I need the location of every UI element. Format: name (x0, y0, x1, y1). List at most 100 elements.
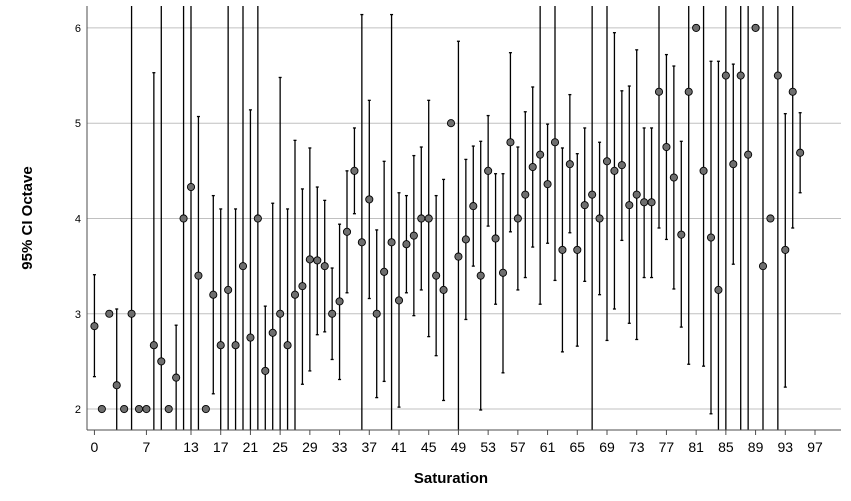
data-point (528, 162, 537, 172)
data-point (476, 271, 485, 280)
data-point (424, 214, 433, 223)
x-tick-label: 85 (718, 439, 734, 455)
x-tick-label: 25 (272, 439, 288, 455)
y-tick-label: 2 (75, 404, 81, 416)
x-tick-label: 21 (243, 439, 259, 455)
data-point (721, 71, 730, 80)
data-point (766, 214, 775, 223)
y-axis-title: 95% CI Octave (19, 166, 36, 269)
data-point (610, 166, 619, 175)
data-point (669, 173, 678, 182)
data-point (580, 201, 589, 210)
data-point (142, 404, 151, 414)
data-point (454, 252, 463, 261)
data-point (350, 166, 359, 175)
x-tick-label: 33 (332, 439, 348, 455)
data-point (788, 87, 797, 96)
data-point (484, 166, 493, 175)
data-point (268, 328, 277, 337)
data-point (491, 234, 500, 243)
data-point (394, 296, 404, 305)
data-point (706, 233, 716, 242)
data-point (313, 256, 322, 265)
x-tick-label: 37 (361, 439, 377, 455)
x-tick-label: 61 (540, 439, 556, 455)
data-point (498, 268, 508, 277)
x-tick-label: 69 (599, 439, 615, 455)
x-tick-label: 81 (688, 439, 704, 455)
data-point (194, 271, 203, 280)
data-point (543, 180, 552, 189)
x-axis-title: Saturation (414, 470, 488, 487)
data-point (751, 23, 760, 32)
data-point (216, 341, 225, 350)
data-point (588, 190, 597, 199)
x-tick-label: 7 (143, 439, 151, 455)
x-tick-label: 13 (183, 439, 199, 455)
data-point (112, 381, 121, 390)
data-point (134, 404, 144, 414)
x-tick-label: 57 (510, 439, 526, 455)
data-point (238, 262, 248, 271)
data-point (625, 201, 634, 210)
data-point (558, 245, 567, 254)
data-point (186, 182, 196, 192)
data-point (276, 309, 285, 318)
data-point (409, 231, 418, 240)
data-point (283, 341, 292, 350)
x-tick-label: 73 (629, 439, 645, 455)
x-tick-label: 49 (451, 439, 467, 455)
data-point (261, 366, 270, 375)
data-point (781, 245, 790, 254)
data-point (417, 214, 426, 223)
data-point (744, 150, 753, 159)
data-point (224, 285, 233, 294)
x-tick-label: 45 (421, 439, 437, 455)
data-point (164, 404, 173, 414)
x-tick-label: 29 (302, 439, 318, 455)
x-tick-label: 41 (391, 439, 407, 455)
data-point (357, 238, 366, 247)
data-point (432, 271, 441, 280)
x-tick-label: 97 (807, 439, 823, 455)
data-point (380, 267, 389, 276)
data-point (342, 227, 352, 236)
data-point (97, 404, 106, 414)
data-point (736, 71, 745, 80)
y-tick-label: 4 (75, 213, 81, 225)
data-point (172, 373, 181, 382)
data-point (647, 198, 656, 207)
data-point (536, 150, 545, 159)
data-point (402, 240, 411, 249)
data-point (714, 285, 723, 294)
data-point (729, 160, 738, 169)
data-point (149, 341, 158, 350)
data-point (246, 333, 255, 342)
data-point (439, 285, 448, 294)
data-point (662, 142, 671, 152)
data-point (365, 195, 374, 204)
y-tick-label: 3 (75, 309, 81, 321)
data-point (684, 87, 693, 96)
data-point (105, 309, 114, 318)
data-point (692, 23, 701, 32)
data-point (298, 282, 307, 291)
data-point (602, 157, 612, 166)
data-point (773, 71, 782, 80)
data-point (305, 255, 314, 264)
x-tick-label: 77 (659, 439, 675, 455)
y-tick-label: 6 (75, 23, 81, 35)
data-point (699, 166, 708, 175)
data-point (461, 235, 470, 244)
data-points (90, 23, 805, 414)
data-point (328, 309, 337, 318)
x-tick-label: 0 (91, 439, 99, 455)
data-point (157, 357, 166, 366)
data-point (209, 290, 218, 299)
data-point (290, 290, 300, 299)
data-point (506, 138, 515, 147)
x-tick-label: 65 (569, 439, 585, 455)
